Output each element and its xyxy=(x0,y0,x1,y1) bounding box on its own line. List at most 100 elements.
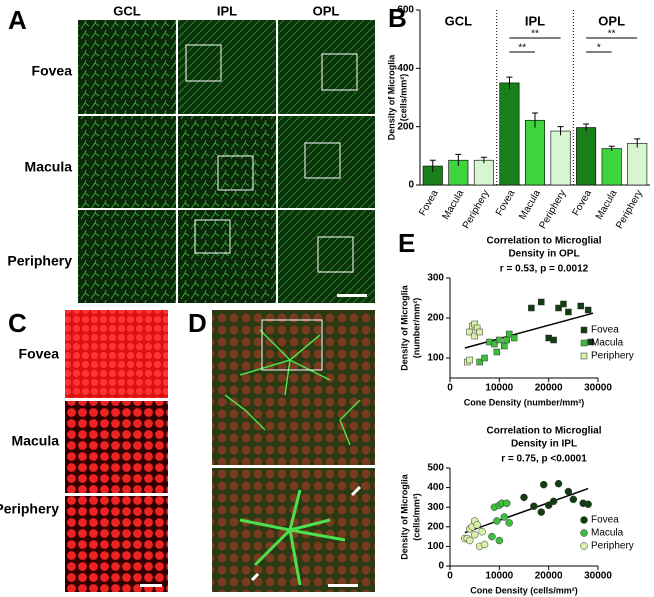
bar xyxy=(499,82,520,186)
error-bar xyxy=(608,145,615,151)
column-label: IPL xyxy=(217,3,237,18)
point xyxy=(465,536,474,545)
chart-title: Density in OPL xyxy=(508,249,579,260)
point xyxy=(587,338,594,346)
x-tick-label: 30000 xyxy=(584,571,612,582)
bar xyxy=(473,159,494,186)
fit-line xyxy=(464,312,594,349)
bar xyxy=(601,148,622,186)
error-bar xyxy=(583,123,590,132)
y-tick-label: 0 xyxy=(408,180,414,191)
y-tick-label: 500 xyxy=(427,463,444,474)
legend-marker xyxy=(580,529,588,537)
point xyxy=(584,306,592,314)
stat: r = 0.75, p <0.0001 xyxy=(501,454,587,465)
point xyxy=(476,358,483,366)
y-tick-label: 300 xyxy=(427,273,444,284)
x-axis-label: Cone Density (number/mm²) xyxy=(464,397,585,407)
x-tick-label: 10000 xyxy=(485,571,513,582)
point xyxy=(577,302,584,310)
x-tick-label: 20000 xyxy=(535,571,563,582)
point xyxy=(473,521,481,529)
point xyxy=(495,536,504,545)
x-tick-label: 0 xyxy=(447,383,453,394)
point xyxy=(500,513,509,521)
bar xyxy=(627,142,648,186)
point xyxy=(493,517,501,525)
point xyxy=(510,334,518,342)
error-bar xyxy=(506,76,513,89)
point xyxy=(488,532,496,541)
point xyxy=(584,500,592,509)
y-tick-label: 200 xyxy=(427,313,444,324)
point xyxy=(503,336,510,344)
y-axis-label: Density of Microglia xyxy=(386,54,396,141)
point xyxy=(544,501,553,509)
error-bar xyxy=(480,156,487,164)
column-label: GCL xyxy=(113,3,141,18)
chart-title: Correlation to Microglial xyxy=(486,236,601,247)
panel-label: D xyxy=(188,308,207,338)
point xyxy=(530,502,538,510)
significance: * xyxy=(597,43,601,54)
bar xyxy=(550,130,571,186)
row-label: Periphery xyxy=(7,253,72,269)
point xyxy=(505,330,513,338)
x-tick-label: 0 xyxy=(447,571,453,582)
y-tick-label: 300 xyxy=(427,502,444,513)
x-tick-label: 10000 xyxy=(485,383,513,394)
legend-marker xyxy=(580,542,588,550)
y-axis-label: Density of Microglia xyxy=(399,284,409,371)
panel-a-images xyxy=(78,20,375,303)
significance: ** xyxy=(531,29,539,40)
group-label: GCL xyxy=(445,13,473,28)
bar xyxy=(524,119,546,186)
point xyxy=(476,328,483,336)
legend-label: Periphery xyxy=(591,351,634,362)
legend-label: Fovea xyxy=(591,325,619,336)
error-bar xyxy=(429,159,436,172)
legend-label: Periphery xyxy=(591,541,634,552)
point xyxy=(481,354,488,362)
point xyxy=(493,348,501,356)
legend-label: Macula xyxy=(591,528,624,539)
legend-label: Macula xyxy=(591,338,624,349)
point xyxy=(528,304,535,312)
point xyxy=(478,527,486,536)
significance: ** xyxy=(608,29,616,40)
y-tick-label: 400 xyxy=(397,63,414,74)
stat: r = 0.53, p = 0.0012 xyxy=(500,264,589,275)
error-bar xyxy=(557,126,564,136)
chart-title: Density in IPL xyxy=(511,439,577,450)
x-tick-label: Macula xyxy=(517,188,543,222)
x-tick-label: 20000 xyxy=(535,383,563,394)
row-label: Periphery xyxy=(0,501,59,517)
legend-marker xyxy=(580,352,588,360)
legend-marker xyxy=(580,339,588,347)
panel-c-images xyxy=(65,310,168,592)
y-axis-label: (cells/mm²) xyxy=(398,74,408,122)
error-bar xyxy=(455,153,462,167)
y-axis-label: (cells/mm²) xyxy=(411,493,421,541)
group-label: IPL xyxy=(525,13,545,28)
error-bar xyxy=(634,138,641,148)
point xyxy=(491,340,498,348)
x-tick-label: 30000 xyxy=(584,383,612,394)
y-axis-label: Density of Microglia xyxy=(399,473,409,560)
row-label: Macula xyxy=(25,159,73,175)
point xyxy=(471,332,478,340)
point xyxy=(565,308,572,316)
point xyxy=(466,356,473,364)
bar xyxy=(576,127,597,186)
significance: ** xyxy=(518,43,526,54)
point xyxy=(549,497,558,506)
point xyxy=(539,480,548,489)
point xyxy=(470,530,479,539)
point xyxy=(555,304,562,312)
row-label: Fovea xyxy=(19,346,60,362)
row-label: Fovea xyxy=(32,63,73,79)
point xyxy=(496,336,503,344)
legend-marker xyxy=(580,326,588,334)
chart-title: Correlation to Microglial xyxy=(486,426,601,437)
